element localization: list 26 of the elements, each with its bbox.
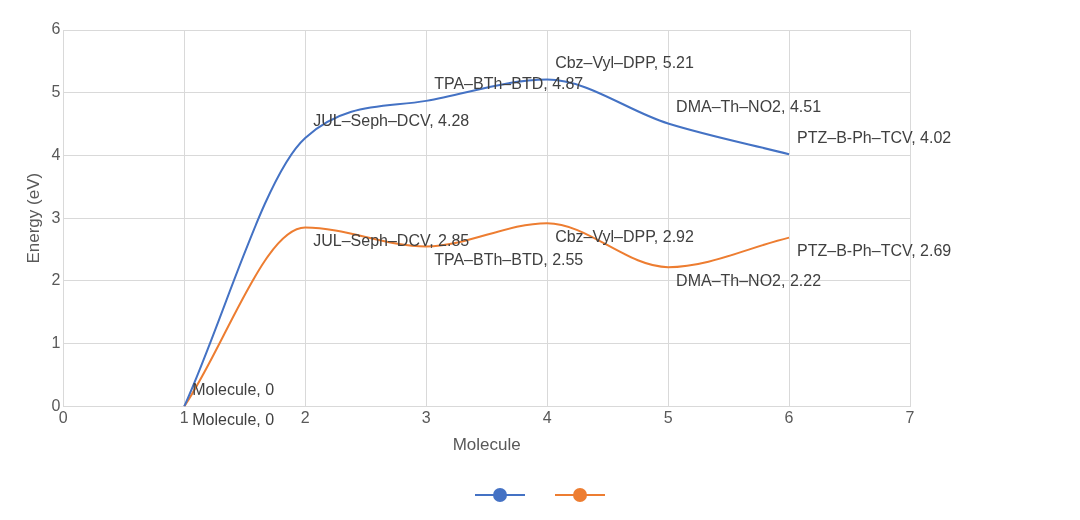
x-tick-label: 4 [542,409,552,427]
y-tick-label: 5 [51,83,61,101]
x-tick-label: 5 [663,409,673,427]
data-label: PTZ–B-Ph–TCV, 2.69 [797,242,952,260]
x-tick-label: 1 [179,409,189,427]
data-label: DMA–Th–NO2, 4.51 [676,97,822,115]
y-tick-label: 2 [51,271,61,289]
y-axis-title: Energy (eV) [23,172,43,264]
data-label: TPA–BTh–BTD, 2.55 [434,250,584,268]
x-axis-title: Molecule [452,435,521,455]
data-label: PTZ–B-Ph–TCV, 4.02 [797,128,952,146]
y-tick-label: 0 [51,396,61,414]
data-label: Cbz–Vyl–DPP, 5.21 [555,53,694,71]
x-tick-label: 6 [784,409,794,427]
x-tick-label: 7 [905,409,915,427]
x-tick-label: 3 [421,409,431,427]
data-label: DMA–Th–NO2, 2.22 [676,271,822,289]
data-label: Molecule, 0 [192,380,275,398]
x-tick-label: 2 [300,409,310,427]
y-tick-label: 6 [51,20,61,38]
line-series [183,222,791,407]
y-tick-label: 3 [51,208,61,226]
y-tick-label: 1 [51,334,61,352]
data-label: Molecule, 0 [192,410,275,428]
y-tick-label: 4 [51,145,61,163]
line-series [183,78,791,407]
